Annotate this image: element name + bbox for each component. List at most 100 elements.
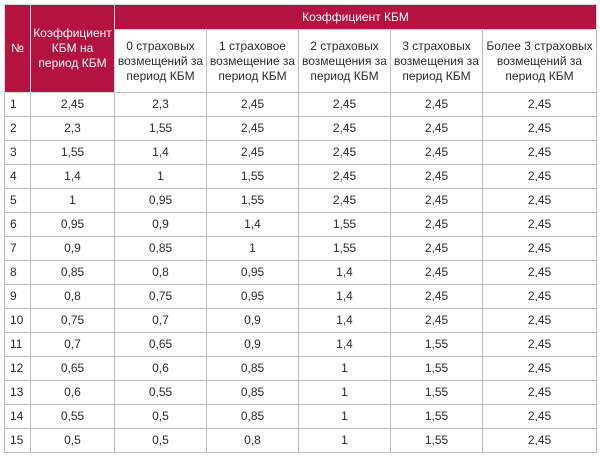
- table-row: 12 0,65 0,6 0,85 1 1,55 2,45: [4, 356, 597, 381]
- table-cell: 2,45: [482, 332, 597, 357]
- table-cell: 1,55: [298, 236, 391, 261]
- row-number-cell: 3: [4, 140, 31, 165]
- table-cell: 1,55: [114, 116, 207, 141]
- table-cell: 0,55: [30, 404, 115, 429]
- row-number-cell: 5: [4, 188, 31, 213]
- table-cell: 2,45: [482, 404, 597, 429]
- table-cell: 0,6: [30, 380, 115, 405]
- table-cell: 0,9: [30, 236, 115, 261]
- table-cell: 0,65: [30, 356, 115, 381]
- table-row: 1 2,45 2,3 2,45 2,45 2,45 2,45: [4, 92, 597, 117]
- table-cell: 2,45: [390, 92, 483, 117]
- table-cell: 0,6: [114, 356, 207, 381]
- table-cell: 2,45: [206, 92, 299, 117]
- table-cell: 0,85: [206, 404, 299, 429]
- table-cell: 2,45: [482, 92, 597, 117]
- table-cell: 2,45: [390, 284, 483, 309]
- table-cell: 1: [30, 188, 115, 213]
- table-cell: 2,45: [30, 92, 115, 117]
- row-number-cell: 1: [4, 92, 31, 117]
- header-claims-1: 1 страховое возмещение за период КБМ: [206, 29, 299, 93]
- table-cell: 0,5: [30, 428, 115, 453]
- table-cell: 2,45: [390, 116, 483, 141]
- table-cell: 1,55: [390, 380, 483, 405]
- header-kbm-period: Коэффициент КБМ на период КБМ: [30, 4, 115, 93]
- table-cell: 2,45: [390, 212, 483, 237]
- row-number-cell: 11: [4, 332, 31, 357]
- row-number-cell: 2: [4, 116, 31, 141]
- table-cell: 2,45: [390, 140, 483, 165]
- header-num: №: [4, 4, 31, 93]
- table-cell: 0,95: [30, 212, 115, 237]
- table-cell: 2,45: [390, 260, 483, 285]
- table-cell: 2,3: [30, 116, 115, 141]
- table-cell: 1,4: [298, 260, 391, 285]
- table-cell: 2,45: [206, 116, 299, 141]
- table-cell: 1: [206, 236, 299, 261]
- row-number-cell: 10: [4, 308, 31, 333]
- table-cell: 2,45: [298, 116, 391, 141]
- table-cell: 2,45: [482, 116, 597, 141]
- table-cell: 0,95: [114, 188, 207, 213]
- row-number-cell: 12: [4, 356, 31, 381]
- header-row-1: № Коэффициент КБМ на период КБМ Коэффици…: [4, 4, 597, 93]
- table-cell: 2,45: [482, 356, 597, 381]
- table-cell: 2,3: [114, 92, 207, 117]
- table-row: 7 0,9 0,85 1 1,55 2,45 2,45: [4, 236, 597, 261]
- table-row: 3 1,55 1,4 2,45 2,45 2,45 2,45: [4, 140, 597, 165]
- table-cell: 2,45: [482, 380, 597, 405]
- table-row: 5 1 0,95 1,55 2,45 2,45 2,45: [4, 188, 597, 213]
- header-claims-0: 0 страховых возмещений за период КБМ: [114, 29, 207, 93]
- table-cell: 2,45: [390, 308, 483, 333]
- table-cell: 1: [298, 428, 391, 453]
- table-cell: 1,4: [206, 212, 299, 237]
- table-cell: 1,55: [390, 404, 483, 429]
- table-cell: 2,45: [298, 140, 391, 165]
- table-cell: 0,9: [206, 308, 299, 333]
- row-number-cell: 4: [4, 164, 31, 189]
- row-number-cell: 15: [4, 428, 31, 453]
- header-claims-more-3: Более 3 страховых возмещений за период К…: [482, 29, 597, 93]
- table-cell: 2,45: [390, 188, 483, 213]
- table-cell: 2,45: [482, 212, 597, 237]
- table-cell: 1,4: [298, 332, 391, 357]
- table-cell: 1,55: [390, 332, 483, 357]
- row-number-cell: 14: [4, 404, 31, 429]
- table-cell: 2,45: [298, 164, 391, 189]
- table-cell: 0,8: [30, 284, 115, 309]
- table-cell: 0,5: [114, 404, 207, 429]
- table-cell: 2,45: [482, 164, 597, 189]
- table-body: 1 2,45 2,3 2,45 2,45 2,45 2,45 2 2,3 1,55 2,45 2,45…: [4, 92, 597, 453]
- table-cell: 2,45: [482, 140, 597, 165]
- table-row: 11 0,7 0,65 0,9 1,4 1,55 2,45: [4, 332, 597, 357]
- table-row: 15 0,5 0,5 0,8 1 1,55 2,45: [4, 428, 597, 453]
- table-row: 6 0,95 0,9 1,4 1,55 2,45 2,45: [4, 212, 597, 237]
- table-cell: 1,55: [298, 212, 391, 237]
- table-cell: 1: [298, 356, 391, 381]
- table-row: 4 1,4 1 1,55 2,45 2,45 2,45: [4, 164, 597, 189]
- table-cell: 2,45: [390, 236, 483, 261]
- table-cell: 2,45: [482, 188, 597, 213]
- table-cell: 1,55: [390, 428, 483, 453]
- header-claims-3: 3 страховых возмещения за период КБМ: [390, 29, 483, 93]
- table-row: 2 2,3 1,55 2,45 2,45 2,45 2,45: [4, 116, 597, 141]
- table-cell: 1: [298, 380, 391, 405]
- table-cell: 0,8: [206, 428, 299, 453]
- header-kbm-group: Коэффициент КБМ: [114, 4, 597, 30]
- table-cell: 1,4: [30, 164, 115, 189]
- table-cell: 2,45: [482, 260, 597, 285]
- table-row: 14 0,55 0,5 0,85 1 1,55 2,45: [4, 404, 597, 429]
- table-cell: 0,9: [114, 212, 207, 237]
- table-cell: 1,55: [390, 356, 483, 381]
- table-cell: 0,85: [206, 380, 299, 405]
- table-cell: 0,7: [30, 332, 115, 357]
- table-cell: 1: [298, 404, 391, 429]
- table-cell: 1,4: [298, 308, 391, 333]
- table-cell: 2,45: [206, 140, 299, 165]
- table-cell: 1: [114, 164, 207, 189]
- kbm-table-container: № Коэффициент КБМ на период КБМ Коэффици…: [4, 4, 597, 453]
- table-row: 9 0,8 0,75 0,95 1,4 2,45 2,45: [4, 284, 597, 309]
- table-row: 8 0,85 0,8 0,95 1,4 2,45 2,45: [4, 260, 597, 285]
- header-claims-2: 2 страховых возмещения за период КБМ: [298, 29, 391, 93]
- table-cell: 0,85: [206, 356, 299, 381]
